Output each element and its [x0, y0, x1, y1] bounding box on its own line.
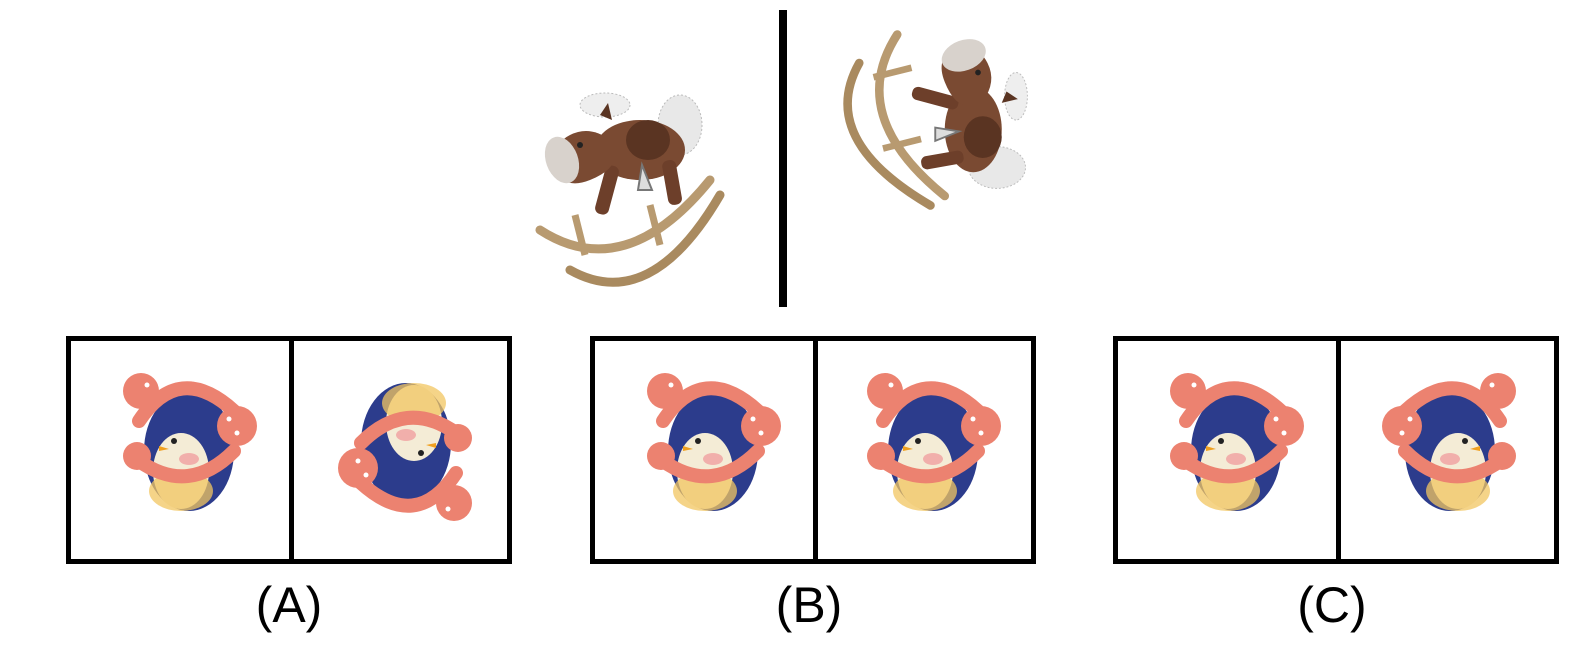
penguin-earmuffs-image: [1166, 371, 1306, 521]
reference-image-right: [835, 25, 1035, 220]
option-a-divider: [289, 341, 294, 559]
option-b-box[interactable]: [590, 336, 1036, 564]
penguin-earmuffs-image: [643, 371, 783, 521]
penguin-earmuffs-image: [863, 371, 1003, 521]
reference-image-left: [530, 85, 735, 295]
option-c-right-image: [1380, 371, 1520, 521]
option-b-left-image: [643, 371, 783, 521]
penguin-earmuffs-image: [336, 373, 476, 523]
option-c-left-image: [1166, 371, 1306, 521]
option-c-label: (C): [1297, 577, 1367, 633]
option-c-divider: [1336, 341, 1341, 559]
option-c-box[interactable]: [1113, 336, 1559, 564]
rocking-horse-image: [835, 25, 1035, 220]
penguin-earmuffs-image: [119, 371, 259, 521]
option-b-label: (B): [775, 577, 843, 633]
option-b-right-image: [863, 371, 1003, 521]
reference-divider: [779, 10, 787, 307]
rocking-horse-image: [530, 85, 735, 295]
option-b-divider: [813, 341, 818, 559]
option-a-right-image: [336, 373, 476, 523]
penguin-earmuffs-image: [1380, 371, 1520, 521]
option-a-left-image: [119, 371, 259, 521]
option-a-label: (A): [255, 577, 323, 633]
option-a-box[interactable]: [66, 336, 512, 564]
